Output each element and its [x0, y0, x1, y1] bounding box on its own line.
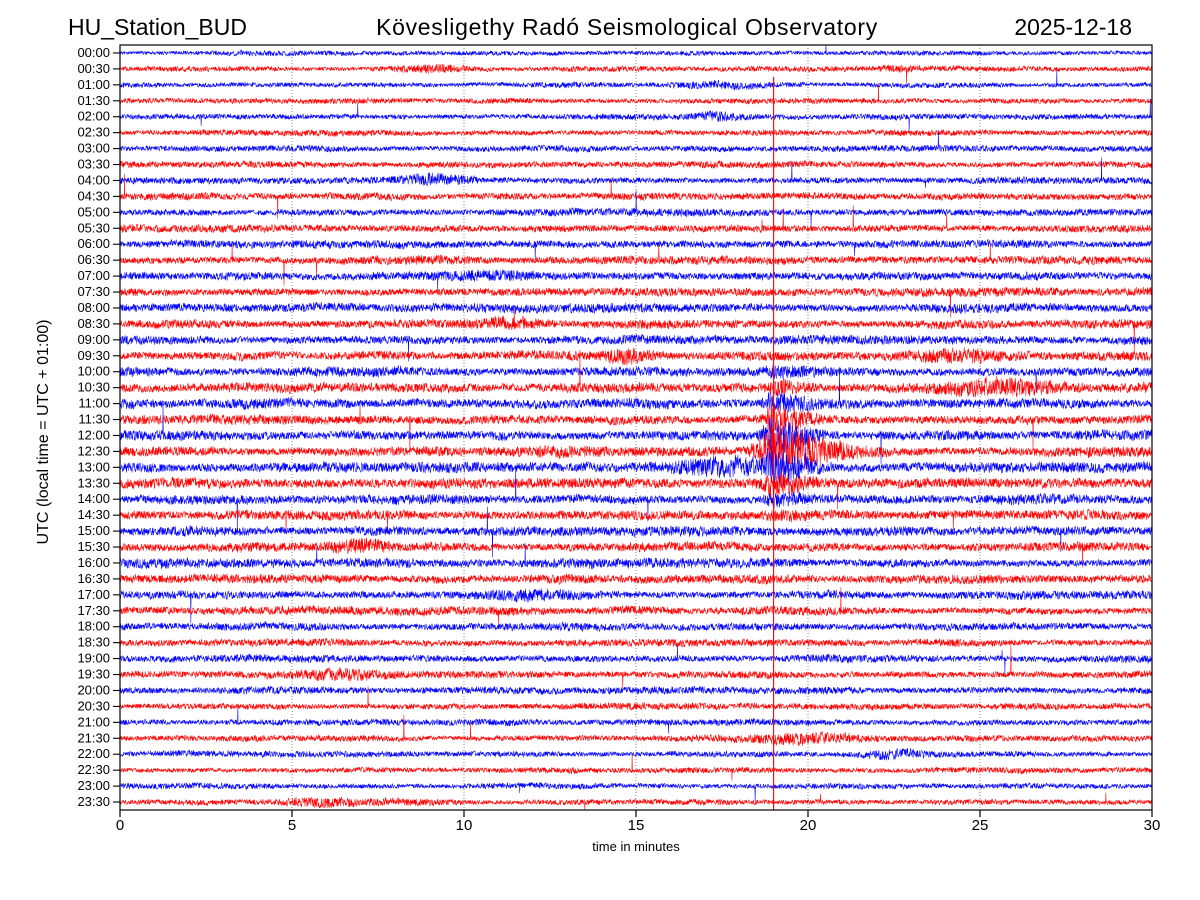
svg-text:13:00: 13:00	[77, 459, 110, 474]
svg-text:19:30: 19:30	[77, 667, 110, 682]
svg-text:23:00: 23:00	[77, 778, 110, 793]
svg-text:06:00: 06:00	[77, 236, 110, 251]
svg-text:10:30: 10:30	[77, 380, 110, 395]
svg-text:19:00: 19:00	[77, 651, 110, 666]
svg-text:17:30: 17:30	[77, 603, 110, 618]
svg-text:22:30: 22:30	[77, 762, 110, 777]
svg-text:03:00: 03:00	[77, 141, 110, 156]
svg-text:00:30: 00:30	[77, 61, 110, 76]
svg-text:08:30: 08:30	[77, 316, 110, 331]
svg-text:07:30: 07:30	[77, 284, 110, 299]
svg-text:17:00: 17:00	[77, 587, 110, 602]
svg-text:05:00: 05:00	[77, 204, 110, 219]
svg-text:20:30: 20:30	[77, 698, 110, 713]
svg-text:30: 30	[1144, 817, 1161, 834]
svg-text:09:30: 09:30	[77, 348, 110, 363]
svg-text:15: 15	[628, 817, 645, 834]
svg-text:25: 25	[972, 817, 989, 834]
svg-text:16:00: 16:00	[77, 555, 110, 570]
svg-text:11:30: 11:30	[78, 412, 110, 427]
svg-text:21:30: 21:30	[77, 730, 110, 745]
svg-text:0: 0	[116, 817, 124, 834]
svg-text:02:00: 02:00	[77, 109, 110, 124]
svg-text:06:30: 06:30	[77, 252, 110, 267]
svg-text:18:00: 18:00	[77, 619, 110, 634]
svg-text:11:00: 11:00	[78, 396, 110, 411]
svg-text:09:00: 09:00	[77, 332, 110, 347]
svg-text:12:30: 12:30	[77, 443, 110, 458]
svg-text:01:00: 01:00	[77, 77, 110, 92]
svg-text:13:30: 13:30	[77, 475, 110, 490]
svg-text:18:30: 18:30	[77, 635, 110, 650]
svg-text:23:30: 23:30	[77, 794, 110, 809]
svg-text:12:00: 12:00	[77, 427, 110, 442]
svg-text:01:30: 01:30	[77, 93, 110, 108]
svg-text:14:00: 14:00	[77, 491, 110, 506]
svg-text:15:30: 15:30	[77, 539, 110, 554]
svg-text:5: 5	[288, 817, 296, 834]
svg-text:16:30: 16:30	[77, 571, 110, 586]
svg-text:10:00: 10:00	[77, 364, 110, 379]
svg-text:20:00: 20:00	[77, 682, 110, 697]
svg-text:22:00: 22:00	[77, 746, 110, 761]
svg-text:05:30: 05:30	[77, 220, 110, 235]
svg-text:03:30: 03:30	[77, 157, 110, 172]
svg-text:02:30: 02:30	[77, 125, 110, 140]
svg-text:14:30: 14:30	[77, 507, 110, 522]
svg-text:07:00: 07:00	[77, 268, 110, 283]
svg-text:10: 10	[456, 817, 473, 834]
svg-text:15:00: 15:00	[77, 523, 110, 538]
svg-text:04:00: 04:00	[77, 172, 110, 187]
svg-text:21:00: 21:00	[77, 714, 110, 729]
svg-text:20: 20	[800, 817, 817, 834]
svg-text:00:00: 00:00	[77, 45, 110, 60]
svg-text:04:30: 04:30	[77, 188, 110, 203]
svg-text:08:00: 08:00	[77, 300, 110, 315]
